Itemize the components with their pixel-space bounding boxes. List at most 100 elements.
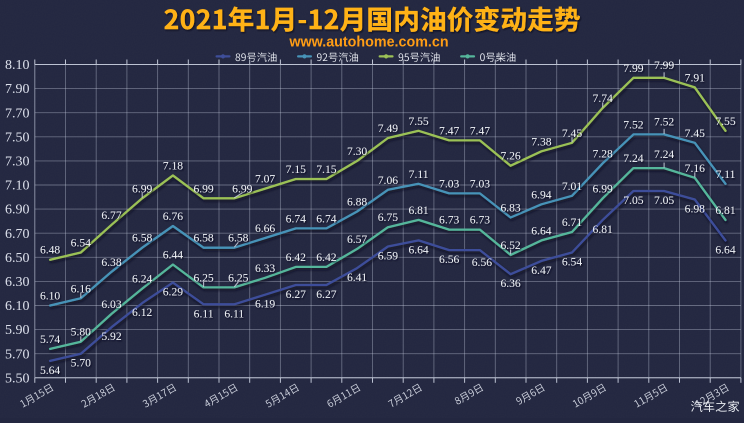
svg-text:6.64: 6.64 (408, 243, 428, 256)
svg-text:5.92: 5.92 (101, 330, 121, 343)
svg-text:6.24: 6.24 (132, 273, 152, 286)
svg-text:6.57: 6.57 (347, 233, 367, 246)
svg-text:7.45: 7.45 (685, 127, 705, 140)
svg-text:6.73: 6.73 (470, 214, 490, 227)
svg-text:8.10: 8.10 (5, 58, 30, 73)
svg-text:6.99: 6.99 (132, 182, 152, 195)
svg-text:7.55: 7.55 (715, 115, 735, 128)
svg-text:7.47: 7.47 (439, 124, 459, 137)
svg-text:www.autohome.com.cn: www.autohome.com.cn (288, 35, 448, 51)
svg-text:6.50: 6.50 (5, 251, 30, 266)
svg-text:6.75: 6.75 (378, 211, 398, 224)
svg-text:6.54: 6.54 (71, 237, 91, 250)
svg-text:6.56: 6.56 (472, 256, 492, 269)
svg-text:6.58: 6.58 (132, 232, 152, 245)
svg-text:7.01: 7.01 (562, 180, 582, 193)
svg-text:6.88: 6.88 (347, 196, 367, 209)
svg-text:6.30: 6.30 (5, 275, 30, 290)
svg-text:7.11: 7.11 (716, 168, 736, 181)
svg-text:7.50: 7.50 (5, 130, 30, 145)
svg-text:7.91: 7.91 (685, 71, 705, 84)
svg-text:6.10: 6.10 (40, 290, 60, 303)
svg-text:6.70: 6.70 (5, 227, 30, 242)
svg-text:6.76: 6.76 (163, 210, 183, 223)
svg-text:6.11: 6.11 (194, 307, 214, 320)
svg-text:6.64: 6.64 (531, 224, 551, 237)
svg-text:6.03: 6.03 (101, 298, 121, 311)
svg-text:7.11: 7.11 (409, 168, 429, 181)
svg-text:7.06: 7.06 (378, 174, 398, 187)
svg-text:7.10: 7.10 (5, 179, 30, 194)
svg-text:6.90: 6.90 (5, 203, 30, 218)
svg-text:6.36: 6.36 (500, 277, 520, 290)
svg-text:7.30: 7.30 (347, 145, 367, 158)
svg-text:7.15: 7.15 (316, 163, 336, 176)
svg-text:6.71: 6.71 (562, 216, 582, 229)
svg-text:5.80: 5.80 (71, 326, 91, 339)
svg-text:5.90: 5.90 (5, 323, 30, 338)
svg-text:6.81: 6.81 (408, 204, 428, 217)
svg-text:6.42: 6.42 (316, 251, 336, 264)
svg-text:7.24: 7.24 (654, 148, 674, 161)
svg-text:5.74: 5.74 (40, 333, 60, 346)
svg-text:7.52: 7.52 (654, 115, 674, 128)
svg-text:6.25: 6.25 (228, 271, 248, 284)
svg-text:6.58: 6.58 (228, 232, 248, 245)
svg-text:7.52: 7.52 (623, 118, 643, 131)
svg-text:6.38: 6.38 (101, 256, 121, 269)
svg-text:6.47: 6.47 (531, 264, 551, 277)
svg-text:6.27: 6.27 (316, 288, 336, 301)
svg-text:6.81: 6.81 (715, 204, 735, 217)
svg-text:7.45: 7.45 (562, 127, 582, 140)
svg-text:6.94: 6.94 (531, 188, 551, 201)
svg-text:7.18: 7.18 (163, 159, 183, 172)
svg-text:6.99: 6.99 (232, 182, 252, 195)
svg-text:7.99: 7.99 (623, 62, 643, 75)
svg-text:6.42: 6.42 (286, 251, 306, 264)
svg-text:6.64: 6.64 (715, 243, 735, 256)
svg-text:6.73: 6.73 (439, 214, 459, 227)
svg-text:7.05: 7.05 (654, 194, 674, 207)
svg-text:7.38: 7.38 (531, 135, 551, 148)
svg-text:6.25: 6.25 (193, 271, 213, 284)
svg-text:6.44: 6.44 (163, 249, 183, 262)
svg-text:7.74: 7.74 (593, 92, 613, 105)
svg-text:7.03: 7.03 (439, 177, 459, 190)
svg-text:7.05: 7.05 (623, 194, 643, 207)
svg-text:7.90: 7.90 (5, 82, 30, 97)
svg-text:7.47: 7.47 (470, 124, 490, 137)
svg-text:6.27: 6.27 (286, 288, 306, 301)
svg-text:6.66: 6.66 (255, 222, 275, 235)
svg-text:7.24: 7.24 (623, 152, 643, 165)
svg-text:7.30: 7.30 (5, 155, 30, 170)
svg-text:6.33: 6.33 (255, 262, 275, 275)
svg-text:7.28: 7.28 (593, 147, 613, 160)
svg-text:6.59: 6.59 (378, 250, 398, 263)
svg-text:7.99: 7.99 (654, 59, 674, 72)
svg-text:7.70: 7.70 (5, 106, 30, 121)
svg-text:6.74: 6.74 (316, 212, 336, 225)
svg-text:6.41: 6.41 (347, 271, 367, 284)
svg-text:6.19: 6.19 (255, 298, 275, 311)
svg-text:6.99: 6.99 (193, 182, 213, 195)
svg-text:5.50: 5.50 (5, 371, 30, 386)
svg-text:6.74: 6.74 (286, 212, 306, 225)
svg-text:7.07: 7.07 (255, 173, 275, 186)
svg-text:6.10: 6.10 (5, 299, 30, 314)
svg-text:6.81: 6.81 (593, 223, 613, 236)
svg-text:6.29: 6.29 (163, 286, 183, 299)
svg-text:6.98: 6.98 (685, 203, 705, 216)
svg-text:5.64: 5.64 (40, 364, 60, 377)
svg-text:6.54: 6.54 (562, 256, 582, 269)
svg-text:6.12: 6.12 (132, 306, 152, 319)
svg-text:5.70: 5.70 (5, 347, 30, 362)
svg-text:6.77: 6.77 (101, 209, 121, 222)
svg-text:7.26: 7.26 (500, 150, 520, 163)
svg-text:7.15: 7.15 (286, 163, 306, 176)
svg-text:7.16: 7.16 (685, 162, 705, 175)
svg-text:6.16: 6.16 (71, 282, 91, 295)
svg-text:6.48: 6.48 (40, 244, 60, 257)
svg-text:6.52: 6.52 (500, 239, 520, 252)
svg-text:7.49: 7.49 (378, 122, 398, 135)
svg-text:6.83: 6.83 (500, 202, 520, 215)
